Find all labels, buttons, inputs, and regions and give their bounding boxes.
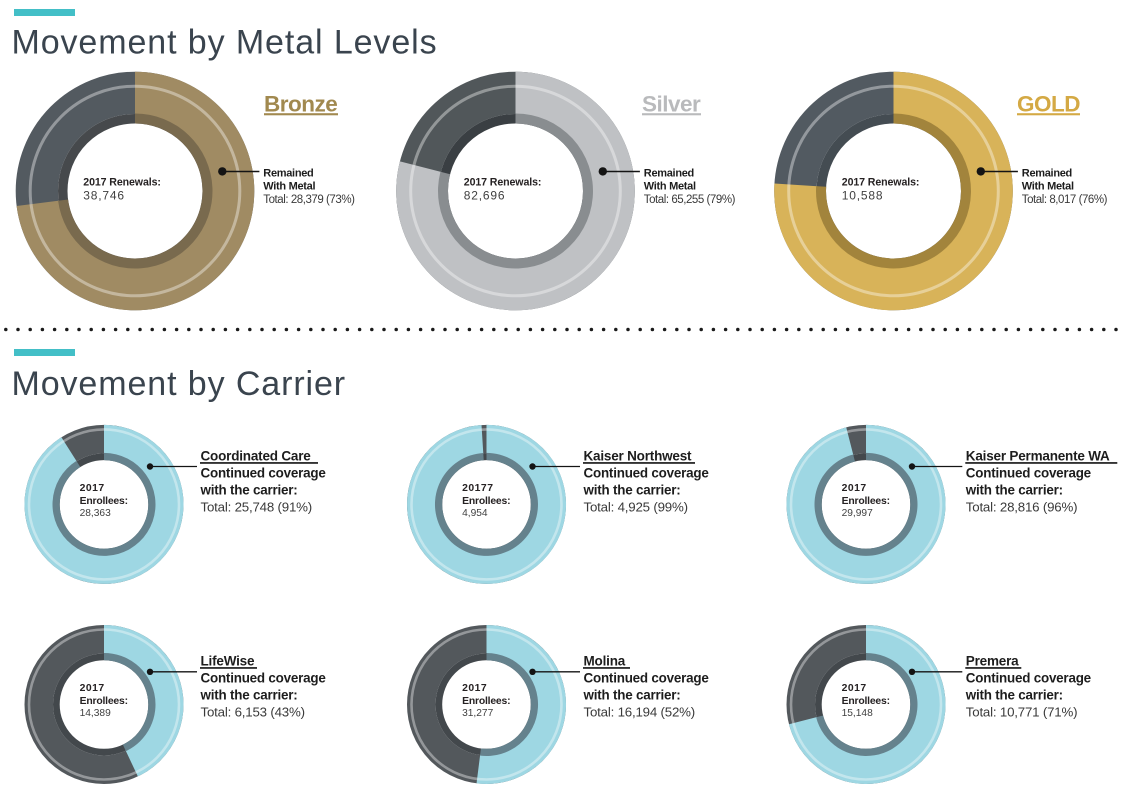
svg-text:15,148: 15,148	[842, 708, 873, 719]
svg-text:Total: 6,153 (43%): Total: 6,153 (43%)	[201, 705, 305, 720]
svg-text:2017: 2017	[80, 683, 105, 694]
svg-text:Enrollees:: Enrollees:	[842, 696, 890, 707]
svg-text:4,954: 4,954	[462, 508, 488, 519]
svg-text:Total: 28,379 (73%): Total: 28,379 (73%)	[263, 194, 355, 206]
svg-text:Continued coverage: Continued coverage	[966, 466, 1091, 481]
svg-text:Premera: Premera	[966, 654, 1019, 669]
svg-text:20177: 20177	[462, 483, 493, 494]
svg-text:Movement by Metal Levels: Movement by Metal Levels	[12, 23, 438, 61]
svg-text:Continued coverage: Continued coverage	[966, 671, 1091, 686]
svg-text:with the carrier:: with the carrier:	[965, 687, 1063, 702]
svg-text:Enrollees:: Enrollees:	[462, 696, 510, 707]
svg-text:2017: 2017	[842, 483, 867, 494]
svg-text:31,277: 31,277	[462, 708, 493, 719]
svg-text:with the carrier:: with the carrier:	[583, 687, 681, 702]
svg-text:82,696: 82,696	[464, 188, 506, 202]
svg-text:2017 Renewals:: 2017 Renewals:	[83, 177, 161, 189]
svg-text:with the carrier:: with the carrier:	[965, 482, 1063, 497]
svg-text:29,997: 29,997	[842, 508, 873, 519]
svg-text:Total: 4,925 (99%): Total: 4,925 (99%)	[584, 500, 688, 515]
svg-text:Total: 65,255 (79%): Total: 65,255 (79%)	[644, 194, 736, 206]
svg-text:2017 Renewals:: 2017 Renewals:	[464, 177, 542, 189]
svg-text:Kaiser Northwest: Kaiser Northwest	[584, 449, 693, 464]
svg-text:14,389: 14,389	[80, 708, 111, 719]
svg-text:2017: 2017	[80, 483, 105, 494]
svg-text:Enrollees:: Enrollees:	[842, 496, 890, 507]
svg-text:10,588: 10,588	[842, 188, 884, 202]
svg-text:28,363: 28,363	[80, 508, 111, 519]
svg-text:Total: 8,017 (76%): Total: 8,017 (76%)	[1022, 194, 1108, 206]
svg-text:Continued coverage: Continued coverage	[201, 466, 326, 481]
svg-text:Continued coverage: Continued coverage	[584, 466, 709, 481]
svg-text:38,746: 38,746	[83, 188, 125, 202]
svg-text:Remained: Remained	[1022, 167, 1072, 179]
svg-text:Remained: Remained	[644, 167, 694, 179]
svg-text:With Metal: With Metal	[263, 180, 315, 192]
svg-text:Bronze: Bronze	[264, 91, 337, 116]
svg-text:Silver: Silver	[642, 91, 701, 116]
svg-text:Molina: Molina	[584, 654, 626, 669]
svg-text:Enrollees:: Enrollees:	[80, 496, 128, 507]
svg-text:Movement by Carrier: Movement by Carrier	[12, 365, 347, 403]
svg-text:with the carrier:: with the carrier:	[200, 687, 298, 702]
svg-text:GOLD: GOLD	[1017, 91, 1080, 116]
svg-text:2017 Renewals:: 2017 Renewals:	[842, 177, 920, 189]
svg-text:with the carrier:: with the carrier:	[200, 482, 298, 497]
svg-text:Total: 16,194 (52%): Total: 16,194 (52%)	[584, 705, 696, 720]
svg-text:Coordinated Care: Coordinated Care	[201, 449, 312, 464]
svg-text:Remained: Remained	[263, 167, 313, 179]
svg-text:Continued coverage: Continued coverage	[584, 671, 709, 686]
svg-text:LifeWise: LifeWise	[201, 654, 255, 669]
svg-text:With Metal: With Metal	[644, 180, 696, 192]
svg-text:Enrollees:: Enrollees:	[462, 496, 510, 507]
svg-text:2017: 2017	[462, 683, 487, 694]
svg-text:With Metal: With Metal	[1022, 180, 1074, 192]
svg-text:with the carrier:: with the carrier:	[583, 482, 681, 497]
svg-text:Continued coverage: Continued coverage	[201, 671, 326, 686]
svg-text:Total: 25,748 (91%): Total: 25,748 (91%)	[201, 500, 313, 515]
svg-text:Total: 10,771 (71%): Total: 10,771 (71%)	[966, 705, 1078, 720]
svg-text:Enrollees:: Enrollees:	[80, 696, 128, 707]
svg-text:Total: 28,816 (96%): Total: 28,816 (96%)	[966, 500, 1078, 515]
svg-text:Kaiser Permanente WA: Kaiser Permanente WA	[966, 449, 1110, 464]
svg-text:2017: 2017	[842, 683, 867, 694]
